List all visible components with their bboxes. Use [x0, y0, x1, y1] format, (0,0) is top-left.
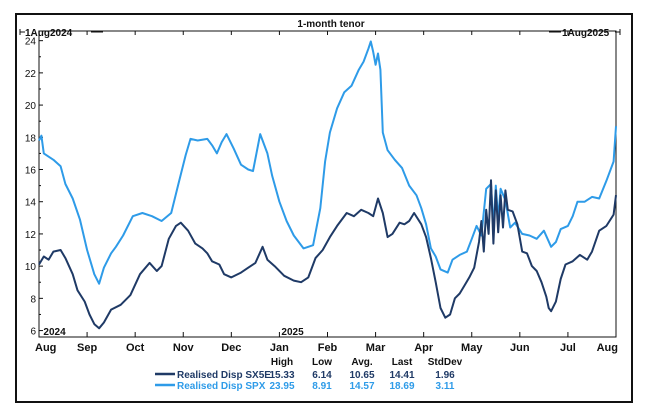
stats-header: StdDev [428, 357, 463, 368]
stats-value: 6.14 [312, 370, 332, 381]
legend-label: Realised Disp SX5E [177, 370, 271, 381]
chart-title: 1-month tenor [297, 19, 364, 30]
range-end-label: 1Aug2025 [562, 28, 610, 39]
x-tick-label: Feb [318, 342, 338, 354]
x-tick-label: Mar [366, 342, 386, 354]
x-tick-label: Jun [510, 342, 530, 354]
y-tick-label: 16 [25, 166, 37, 177]
x-tick-label: May [461, 342, 483, 354]
y-tick-label: 14 [25, 198, 37, 209]
stats-value: 14.41 [389, 370, 414, 381]
x-tick-label: Aug [35, 342, 56, 354]
series-line [38, 40, 617, 285]
y-tick-label: 24 [25, 37, 37, 48]
x-tick-label: Nov [173, 342, 195, 354]
year-label: 2025 [281, 327, 304, 338]
chart-svg: 1-month tenor 1Aug2024 1Aug2025 6 8 10 12 14… [19, 19, 621, 392]
x-tick-label: Jan [270, 342, 289, 354]
legend-label: Realised Disp SPX [177, 381, 266, 392]
stats-header: Low [312, 357, 332, 368]
x-tick-label: Apr [414, 342, 434, 354]
year-labels: 2024 2025 [43, 327, 304, 338]
y-tick-label: 12 [25, 230, 37, 241]
stats-header: Avg. [351, 357, 373, 368]
range-start-label: 1Aug2024 [25, 28, 73, 39]
x-tick-label: Jul [560, 342, 576, 354]
x-tick-label: Aug [597, 342, 618, 354]
series-line [38, 179, 617, 330]
x-tick-label: Oct [126, 342, 145, 354]
series-lines [38, 40, 617, 330]
year-label: 2024 [43, 327, 66, 338]
stats-header: High [271, 357, 293, 368]
stats-value: 1.96 [435, 370, 455, 381]
chart-frame: 1-month tenor 1Aug2024 1Aug2025 6 8 10 12 14… [15, 13, 633, 403]
stats-value: 8.91 [312, 381, 332, 392]
stats-value: 3.11 [436, 381, 455, 392]
y-tick-label: 20 [25, 101, 37, 112]
y-tick-label: 10 [25, 262, 37, 273]
y-axis: 6 8 10 12 14 16 18 20 22 24 [25, 37, 43, 338]
range-end-marker: 1Aug2025 [549, 28, 621, 39]
x-tick-label: Sep [77, 342, 97, 354]
y-tick-label: 6 [30, 327, 36, 338]
stats-value: 15.33 [269, 370, 294, 381]
y-tick-label: 22 [25, 69, 37, 80]
x-axis: Aug Sep Oct Nov Dec Jan Feb Mar Apr May Jun Jul Aug [35, 31, 618, 354]
stats-value: 10.65 [349, 370, 374, 381]
y-tick-label: 8 [30, 294, 36, 305]
stats-value: 23.95 [269, 381, 294, 392]
x-tick-label: Dec [221, 342, 241, 354]
y-tick-label: 18 [25, 133, 37, 144]
stats-header: Last [392, 357, 413, 368]
stats-value: 18.69 [389, 381, 414, 392]
range-start-marker: 1Aug2024 [19, 28, 103, 39]
stats-value: 14.57 [349, 381, 374, 392]
plot-area [38, 30, 617, 338]
